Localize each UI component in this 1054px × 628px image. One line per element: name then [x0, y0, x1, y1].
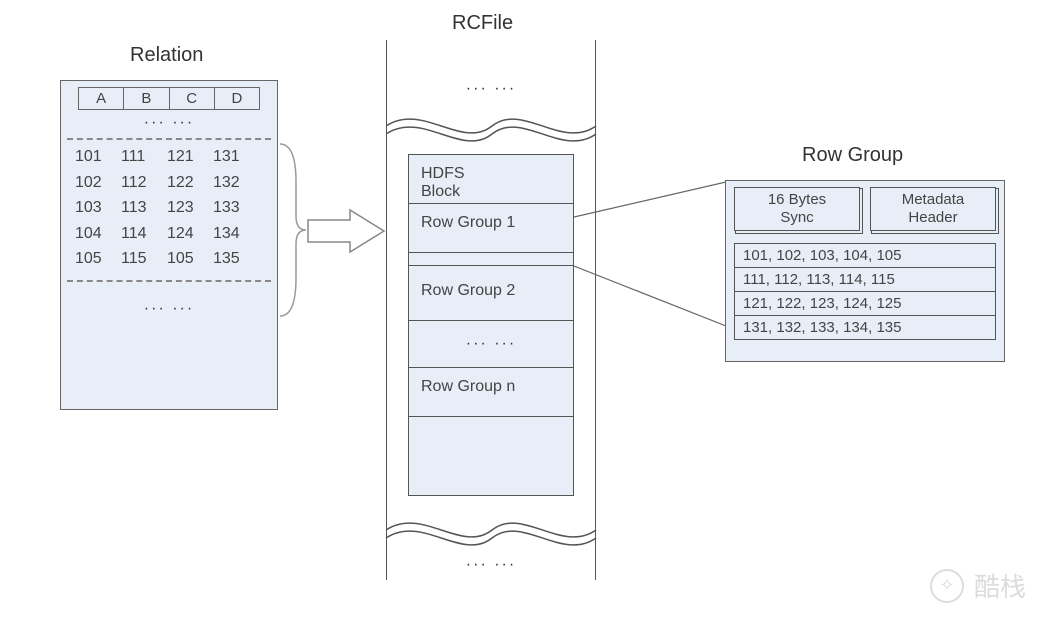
rcfile-bottom-wave	[382, 510, 600, 550]
col-A: A	[79, 88, 124, 109]
rcfile-bottom-ellipsis: ··· ···	[386, 556, 596, 574]
relation-title: Relation	[130, 44, 203, 67]
relation-bottom-ellipsis: ··· ···	[61, 300, 277, 318]
rowgroup-1-label: Row Group 1	[409, 204, 573, 238]
rowgroup-n-label: Row Group n	[409, 368, 573, 402]
table-row: 104114124134	[75, 221, 263, 247]
table-row: 105115105135	[75, 246, 263, 272]
watermark-text: 酷栈	[974, 567, 1026, 604]
flow-arrow-icon	[306, 206, 386, 256]
relation-dash-bottom	[67, 280, 271, 282]
rowgroup-data-row: 101, 102, 103, 104, 105	[735, 244, 995, 268]
relation-top-ellipsis: ··· ···	[61, 114, 277, 132]
watermark: ✧ 酷栈	[930, 567, 1026, 604]
relation-panel: A B C D ··· ··· 101111121131 10211212213…	[60, 80, 278, 410]
rcfile-top-wave	[382, 106, 600, 146]
watermark-icon: ✧	[930, 569, 964, 603]
col-B: B	[124, 88, 169, 109]
hdfs-block: HDFS Block Row Group 1 Row Group 2 ··· ·…	[408, 154, 574, 496]
rowgroup-data-row: 111, 112, 113, 114, 115	[735, 268, 995, 292]
rowgroup-data-row: 121, 122, 123, 124, 125	[735, 292, 995, 316]
hdfs-label: HDFS Block	[409, 155, 573, 201]
table-row: 102112122132	[75, 170, 263, 196]
metadata-box: Metadata Header	[870, 187, 996, 231]
rowgroup-n: Row Group n	[408, 367, 574, 417]
table-row: 101111121131	[75, 144, 263, 170]
sync-box: 16 Bytes Sync	[734, 187, 860, 231]
col-D: D	[215, 88, 259, 109]
rowgroup-title: Row Group	[802, 144, 903, 167]
rcfile-panel: ··· ··· ··· ··· HDFS Block Row Group 1 R…	[386, 40, 596, 580]
rowgroup-2-label: Row Group 2	[409, 266, 573, 306]
table-row: 103113123133	[75, 195, 263, 221]
rcfile-groups-ellipsis: ··· ···	[409, 335, 573, 353]
rowgroup-1: Row Group 1	[408, 203, 574, 253]
rcfile-top-ellipsis: ··· ···	[386, 80, 596, 98]
rcfile-title: RCFile	[452, 12, 513, 35]
relation-header-row: A B C D	[78, 87, 260, 110]
col-C: C	[170, 88, 215, 109]
rowgroup-connector	[574, 180, 726, 330]
rowgroup-data-row: 131, 132, 133, 134, 135	[735, 316, 995, 339]
relation-bracket	[278, 142, 308, 318]
rowgroup-data: 101, 102, 103, 104, 105 111, 112, 113, 1…	[734, 243, 996, 340]
rowgroup-panel: 16 Bytes Sync Metadata Header 101, 102, …	[725, 180, 1005, 362]
rowgroup-2: Row Group 2	[408, 265, 574, 321]
relation-data: 101111121131 102112122132 103113123133 1…	[61, 140, 277, 276]
rowgroup-header-row: 16 Bytes Sync Metadata Header	[726, 181, 1004, 237]
